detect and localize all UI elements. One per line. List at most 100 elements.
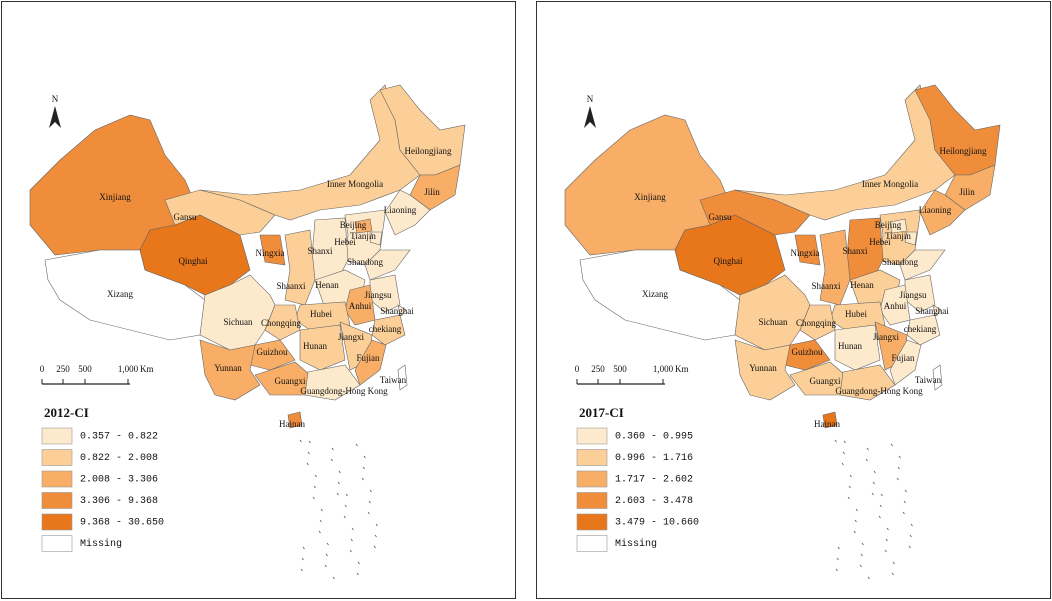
scale-label: 500 [78, 364, 92, 374]
province-label: Yunnan [214, 363, 242, 373]
province-label: Guangdong-Hong Kong [835, 386, 923, 396]
island [361, 477, 364, 481]
island [300, 568, 303, 572]
province [354, 218, 373, 234]
island [878, 515, 881, 519]
legend-swatch [576, 513, 608, 531]
legend-label: 1.717 - 2.602 [615, 475, 693, 486]
province-label: Anhui [349, 301, 372, 311]
province-label: Shaanxi [812, 281, 841, 291]
province-label: chekiang [369, 324, 402, 334]
province-label: Beijing [875, 220, 902, 230]
province-label: Jilin [424, 187, 440, 197]
scale-label: 250 [56, 364, 70, 374]
island [854, 519, 857, 523]
island [898, 455, 901, 459]
province [932, 304, 942, 317]
north-arrow [49, 106, 61, 128]
scale-label: 250 [591, 364, 605, 374]
island [373, 545, 376, 549]
island [363, 455, 366, 459]
province-label: Shanghai [380, 306, 414, 316]
island [320, 508, 323, 512]
island [306, 462, 309, 466]
island [368, 500, 371, 504]
province-label: Sichuan [759, 317, 788, 327]
island [872, 481, 875, 485]
province-label: Tianjin [350, 231, 376, 241]
province [904, 231, 918, 246]
island [834, 439, 837, 443]
province-label: Liaoning [384, 205, 417, 215]
north-label: N [587, 94, 594, 104]
province-label: Guangdong-Hong Kong [300, 386, 388, 396]
island [326, 542, 329, 546]
island [330, 458, 333, 462]
province [397, 304, 407, 317]
island [318, 530, 321, 534]
legend-label: Missing [80, 538, 122, 550]
legend-title: 2017-CI [579, 405, 624, 420]
province [287, 411, 303, 429]
island [308, 440, 311, 444]
province [794, 234, 821, 266]
island [299, 439, 302, 443]
legend-label: 0.357 - 0.822 [80, 432, 158, 443]
province [364, 249, 411, 281]
legend-label: 0.996 - 1.716 [615, 453, 693, 464]
island [842, 451, 845, 455]
island [847, 496, 850, 500]
province-label: Tianjin [885, 231, 911, 241]
province-label: Liaoning [919, 205, 952, 215]
legend-swatch [41, 427, 73, 445]
island [865, 458, 868, 462]
island [866, 447, 869, 451]
island [880, 493, 883, 497]
island [367, 511, 370, 515]
province [674, 214, 786, 296]
island [860, 553, 863, 557]
scale-unit: Km [675, 364, 689, 374]
island [849, 474, 852, 478]
province-label: Henan [850, 280, 874, 290]
province [199, 339, 261, 401]
island [891, 572, 894, 576]
island [897, 466, 900, 470]
province-label: Inner Mongolia [327, 179, 383, 189]
island [909, 534, 912, 538]
province-label: Jiangsu [365, 290, 393, 300]
province [834, 324, 881, 371]
island [325, 553, 328, 557]
island [357, 561, 360, 565]
province [822, 411, 838, 429]
island [910, 523, 913, 527]
map-panel: Xinjiang Xizang Qinghai Gansu Inner Mongolia… [1, 1, 516, 599]
island [369, 489, 372, 493]
legend-swatch [576, 535, 608, 552]
province-label: Chongqing [796, 318, 837, 328]
legend-swatch [576, 427, 608, 445]
island [902, 511, 905, 515]
legend-swatch [41, 449, 73, 466]
island [307, 451, 310, 455]
province [397, 364, 408, 391]
island [843, 440, 846, 444]
island [314, 474, 317, 478]
legend-label: 9.368 - 30.650 [80, 518, 164, 529]
island [886, 527, 889, 531]
province [299, 324, 346, 371]
province [932, 364, 943, 391]
island [324, 564, 327, 568]
province-label: Hubei [310, 309, 332, 319]
legend-swatch [41, 470, 73, 488]
island [904, 489, 907, 493]
island [879, 504, 882, 508]
island [332, 576, 335, 580]
province-label: Shandong [347, 257, 384, 267]
island [836, 557, 839, 561]
province [354, 339, 387, 386]
legend-label: 3.306 - 9.368 [80, 496, 158, 507]
island [867, 576, 870, 580]
province-label: Taiwan [915, 375, 942, 385]
island [302, 546, 305, 550]
